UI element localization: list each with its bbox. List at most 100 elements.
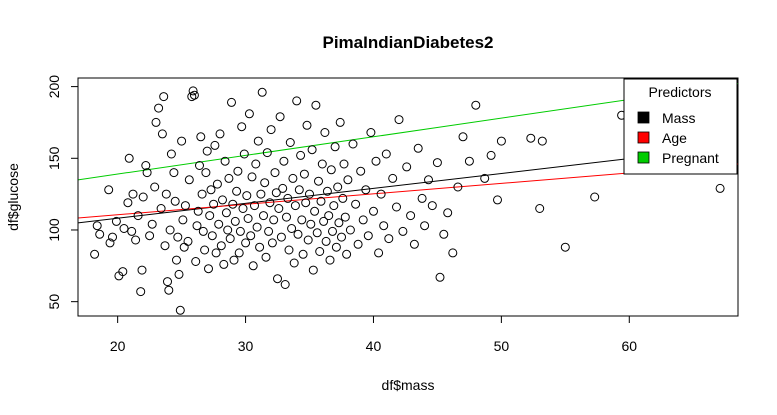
data-point [238,204,248,213]
data-point [202,146,212,156]
data-point [237,122,247,132]
data-point [361,185,371,195]
data-point [413,143,423,153]
data-point [590,192,600,202]
data-point [179,242,189,252]
data-point [209,199,219,209]
data-point [294,185,304,195]
data-point [303,235,313,245]
data-point [219,259,229,269]
data-point [261,252,271,262]
data-point [119,224,129,233]
data-point [257,87,267,97]
data-point [204,264,213,274]
data-point [464,156,474,166]
data-point [406,211,416,221]
data-point [417,193,427,203]
data-point [166,149,176,159]
data-point [243,214,253,223]
data-point [133,211,143,221]
data-point [215,129,225,139]
data-point [191,257,201,266]
data-point [319,216,329,226]
data-point [560,242,570,252]
data-point [241,238,251,248]
data-point [157,129,167,139]
data-point [453,182,463,192]
data-point [264,226,274,236]
data-point [379,221,389,231]
data-point [246,231,256,241]
data-point [276,232,286,242]
data-point [409,239,419,249]
data-point [301,198,311,208]
data-point [322,186,332,196]
data-point [289,258,299,268]
data-point [223,225,233,235]
data-point [458,132,468,142]
data-point [227,97,236,107]
data-point [381,149,391,159]
data-point [298,249,308,259]
data-point [335,117,345,127]
data-point [435,272,445,282]
data-point [343,175,353,185]
data-point [165,225,175,235]
data-point [256,189,266,199]
data-point [326,165,336,175]
data-point [161,189,171,199]
data-point [266,125,276,135]
data-point [92,221,102,231]
data-point [253,136,263,146]
data-point [392,202,401,212]
data-point [189,90,199,100]
data-point [248,261,258,271]
data-point [270,168,280,178]
data-point [358,215,368,225]
data-point [196,132,206,142]
data-point [279,156,289,166]
legend-swatch-mass [637,111,650,124]
data-point [247,172,257,182]
data-point [183,236,193,246]
chart-title: PimaIndianDiabetes2 [322,33,493,52]
data-point [369,206,378,216]
data-point [267,238,277,248]
data-point [273,274,282,284]
data-point [320,128,330,137]
data-point [260,178,270,188]
data-point [170,196,180,206]
data-point [145,231,155,241]
data-point [311,100,321,110]
data-point [150,182,160,192]
data-point [156,204,166,213]
data-point [280,280,290,289]
data-point [308,265,318,275]
data-point [292,96,302,106]
data-point [448,248,458,258]
data-point [251,159,261,169]
legend-title: Predictors [648,84,711,100]
data-point [293,229,303,239]
data-point [384,234,394,244]
data-point [274,204,284,213]
legend: Predictors Mass Age Pregnant [623,78,738,175]
y-tick-label: 50 [46,294,62,310]
data-point [128,189,138,199]
data-point [212,179,222,189]
data-point [123,198,133,208]
data-point [282,212,291,222]
data-point [127,226,137,236]
y-tick-label: 200 [46,75,62,99]
x-axis: 20 30 40 50 60 [110,315,637,354]
data-point [376,189,386,199]
legend-label-age: Age [662,130,687,146]
data-point [537,136,547,146]
data-point [334,218,344,228]
data-point [187,92,197,102]
data-point [164,285,174,295]
data-point [324,211,334,221]
x-axis-label: df$mass [382,377,435,393]
data-point [480,173,490,183]
data-point [118,267,128,277]
